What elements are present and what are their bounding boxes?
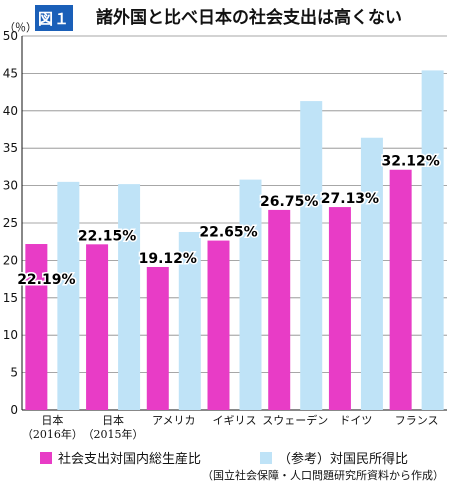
chart-header: 図１ 諸外国と比べ日本の社会支出は高くない: [0, 0, 450, 36]
bar-national-income: [239, 179, 262, 410]
bar-chart: （％）0510152025303540455022.19%日本（2016年）22…: [3, 21, 447, 441]
x-tick-label: 日本: [102, 413, 124, 427]
y-tick-label: 10: [3, 328, 18, 342]
y-tick-label: 45: [3, 66, 18, 80]
bar-national-income: [178, 231, 201, 410]
bar-gdp: [207, 240, 230, 410]
data-label: 22.19%: [17, 272, 75, 288]
chart-title: 諸外国と比べ日本の社会支出は高くない: [96, 8, 402, 28]
x-tick-label: 日本: [41, 413, 63, 427]
y-tick-label: 50: [3, 29, 18, 43]
bar-gdp: [25, 244, 48, 410]
y-tick-label: 35: [3, 141, 18, 155]
legend-swatch-national-income: [260, 451, 272, 464]
y-tick-label: 0: [10, 403, 18, 417]
data-label: 27.13%: [321, 191, 379, 207]
data-label: 26.75%: [260, 194, 318, 210]
bar-national-income: [300, 101, 323, 411]
legend-swatch-gdp: [40, 451, 52, 464]
x-tick-label: ドイツ: [339, 414, 372, 427]
x-tick-label: （2015年）: [83, 427, 144, 441]
x-tick-label: アメリカ: [152, 414, 195, 427]
legend-label-national-income: （参考）対国民所得比: [278, 452, 409, 467]
bar-gdp: [389, 169, 412, 410]
legend-label-gdp: 社会支出対国内総生産比: [58, 452, 202, 467]
bar-national-income: [360, 137, 383, 410]
y-tick-label: 15: [3, 291, 18, 305]
data-label: 19.12%: [139, 251, 197, 267]
y-tick-label: 40: [3, 104, 18, 118]
data-label: 22.15%: [78, 228, 136, 244]
bar-gdp: [328, 207, 351, 410]
data-label: 32.12%: [381, 154, 439, 170]
y-tick-label: 30: [3, 179, 18, 193]
legend-item-national-income: （参考）対国民所得比: [260, 448, 408, 467]
x-tick-label: （2016年）: [22, 427, 83, 441]
bar-gdp: [268, 209, 291, 410]
y-tick-label: 5: [10, 366, 18, 380]
y-axis-label: （％）: [4, 21, 37, 34]
y-tick-label: 20: [3, 253, 18, 267]
bar-national-income: [118, 184, 141, 410]
x-tick-label: イギリス: [213, 414, 257, 427]
y-tick-label: 25: [3, 216, 18, 230]
bar-national-income: [421, 70, 444, 411]
legend: 社会支出対国内総生産比 （参考）対国民所得比: [28, 448, 448, 467]
figure-label: 図１: [35, 5, 73, 31]
bar-gdp: [86, 244, 109, 410]
bar-national-income: [57, 181, 80, 410]
source-note: （国立社会保障・人口問題研究所資料から作成）: [202, 469, 444, 482]
legend-item-gdp: 社会支出対国内総生産比: [40, 448, 201, 467]
data-label: 22.65%: [199, 225, 257, 241]
x-tick-label: スウェーデン: [262, 413, 328, 427]
bar-gdp: [146, 266, 169, 410]
x-tick-label: フランス: [395, 414, 439, 427]
